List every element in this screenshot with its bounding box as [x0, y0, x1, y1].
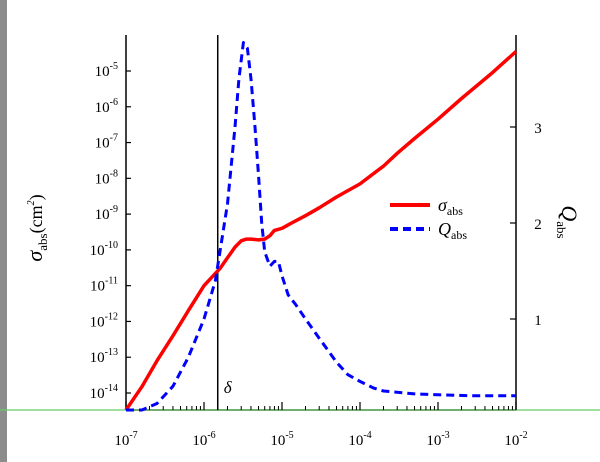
q-abs-line [126, 41, 516, 412]
left-y-tick-label: 10-7 [95, 133, 118, 152]
x-tick-label: 10-2 [504, 430, 527, 449]
delta-marker-label: δ [224, 378, 233, 397]
left-y-tick-label: 10-9 [95, 204, 118, 223]
x-tick-label: 10-5 [270, 430, 293, 449]
x-tick-label: 10-3 [426, 430, 449, 449]
right-y-tick-label: 3 [534, 121, 542, 137]
legend-label-sigma: σabs [438, 195, 463, 218]
left-y-axis-title: σabs(cm2) [22, 194, 50, 261]
sigma-abs-line [124, 50, 518, 411]
series-lines [124, 41, 518, 412]
left-y-tick-label: 10-14 [90, 383, 118, 402]
right-y-tick-label: 1 [534, 313, 542, 329]
left-y-tick-label: 10-10 [90, 240, 118, 259]
right-y-tick-label: 2 [534, 217, 542, 233]
legend: σabs Qabs [390, 195, 467, 242]
left-y-tick-label: 10-5 [95, 61, 118, 80]
x-ticks: 10-7 10-6 10-5 10-4 10-3 10-2 [114, 402, 528, 449]
right-y-ticks: 1 2 3 [510, 121, 542, 329]
left-y-tick-label: 10-6 [95, 97, 118, 116]
left-y-tick-label: 10-11 [90, 276, 118, 295]
left-y-tick-label: 10-12 [90, 311, 118, 330]
left-y-ticks: 10-14 10-13 10-12 10-11 10-10 10-9 10-8 10-7 10-… [90, 61, 131, 402]
x-tick-label: 10-4 [348, 430, 371, 449]
x-tick-label: 10-6 [192, 430, 215, 449]
legend-label-q: Qabs [438, 219, 467, 242]
left-y-tick-label: 10-13 [90, 347, 118, 366]
left-y-tick-label: 10-8 [95, 168, 118, 187]
right-y-axis-title: Qabs [554, 205, 582, 238]
window-edge [0, 0, 7, 462]
x-tick-label: 10-7 [114, 430, 137, 449]
